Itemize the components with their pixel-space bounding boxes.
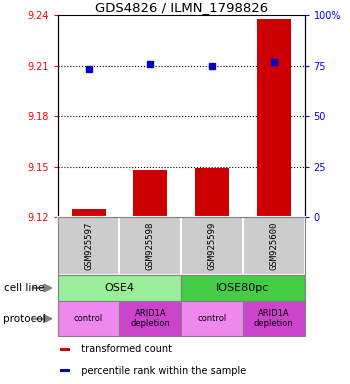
Bar bbox=[72, 209, 106, 217]
Bar bbox=[58, 217, 119, 275]
Text: IOSE80pc: IOSE80pc bbox=[216, 283, 270, 293]
Text: control: control bbox=[197, 314, 226, 323]
Text: cell line: cell line bbox=[4, 283, 44, 293]
Text: GSM925600: GSM925600 bbox=[269, 222, 278, 270]
Text: control: control bbox=[74, 314, 103, 323]
Bar bbox=[119, 301, 181, 336]
Bar bbox=[257, 19, 290, 217]
Bar bbox=[58, 275, 181, 301]
Bar bbox=[181, 217, 243, 275]
Bar bbox=[181, 301, 243, 336]
Text: OSE4: OSE4 bbox=[104, 283, 134, 293]
Bar bbox=[60, 348, 70, 351]
Text: ARID1A
depletion: ARID1A depletion bbox=[131, 309, 170, 328]
Text: GSM925598: GSM925598 bbox=[146, 222, 155, 270]
Text: percentile rank within the sample: percentile rank within the sample bbox=[75, 366, 246, 376]
Text: transformed count: transformed count bbox=[75, 344, 172, 354]
Text: GSM925599: GSM925599 bbox=[208, 222, 216, 270]
Bar bbox=[133, 170, 167, 217]
Bar bbox=[243, 217, 304, 275]
Bar bbox=[58, 301, 119, 336]
Text: GSM925597: GSM925597 bbox=[84, 222, 93, 270]
Bar bbox=[243, 301, 304, 336]
Title: GDS4826 / ILMN_1798826: GDS4826 / ILMN_1798826 bbox=[94, 1, 268, 14]
Bar bbox=[195, 168, 229, 217]
Text: protocol: protocol bbox=[4, 314, 46, 324]
Bar bbox=[119, 217, 181, 275]
Text: ARID1A
depletion: ARID1A depletion bbox=[254, 309, 294, 328]
Bar bbox=[60, 369, 70, 372]
Bar bbox=[181, 275, 304, 301]
